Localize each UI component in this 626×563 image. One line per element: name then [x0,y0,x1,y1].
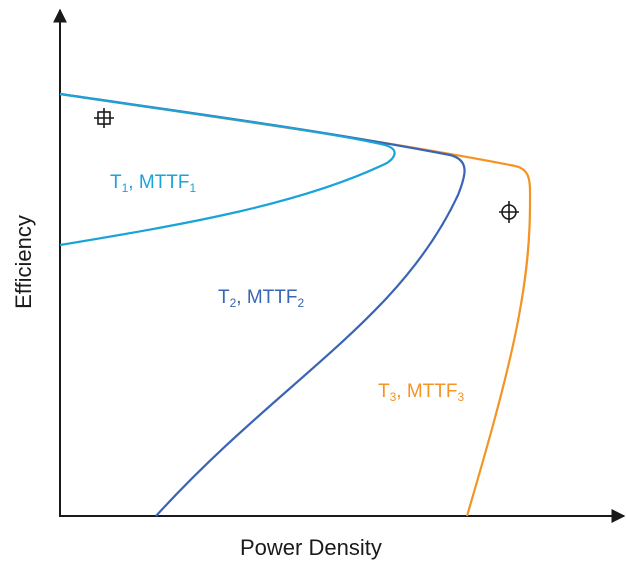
circle-crosshair-icon [499,201,519,223]
square-crosshair-icon [94,108,114,128]
curve-label-t2: T2, MTTF2 [218,287,305,310]
curve-t1 [59,92,396,247]
curve-label-t1: T1, MTTF1 [110,172,197,195]
y-axis-title: Efficiency [11,215,36,309]
x-axis-title: Power Density [240,535,382,560]
curve-label-t3: T3, MTTF3 [378,381,465,404]
